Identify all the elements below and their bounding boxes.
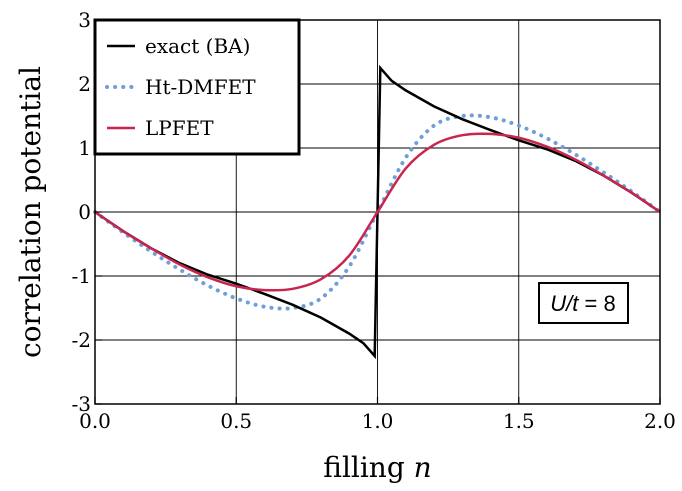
y-tick-label: 1 <box>78 136 91 160</box>
legend-label: exact (BA) <box>145 34 250 58</box>
y-axis-title: correlation potential <box>14 66 47 358</box>
x-tick-label: 0.0 <box>79 409 111 433</box>
annotation-frame <box>538 282 629 324</box>
annotation-box: U/t = 8 <box>538 282 629 324</box>
x-tick-label: 2.0 <box>644 409 676 433</box>
y-tick-label: 3 <box>78 8 91 32</box>
y-tick-label: 0 <box>78 200 91 224</box>
x-tick-label: 1.5 <box>503 409 535 433</box>
annotation-label: U/t = 8 <box>550 291 615 316</box>
x-tick-label: 1.0 <box>362 409 394 433</box>
annotation-value: = 8 <box>578 291 615 316</box>
legend: exact (BA) Ht-DMFET LPFET <box>93 18 301 156</box>
y-tick-label: -3 <box>72 392 91 416</box>
series-line-lpfet <box>94 132 661 292</box>
x-axis-title-variable: n <box>414 451 432 484</box>
legend-label: Ht-DMFET <box>145 75 256 99</box>
x-axis-title-space <box>405 451 414 484</box>
legend-label: LPFET <box>145 116 214 140</box>
x-axis-title: filling n <box>323 451 431 484</box>
x-tick-label: 0.5 <box>220 409 252 433</box>
ticks: 0.0 0.5 1.0 1.5 2.0 -3 -2 -1 0 1 2 3 <box>72 8 676 433</box>
x-axis-title-word: filling <box>323 451 405 484</box>
series-layer <box>93 64 662 360</box>
y-tick-label: -1 <box>72 264 91 288</box>
y-tick-label: 2 <box>78 72 91 96</box>
y-tick-label: -2 <box>72 328 91 352</box>
annotation-variable: U/t <box>550 291 579 316</box>
legend-frame <box>93 18 301 156</box>
